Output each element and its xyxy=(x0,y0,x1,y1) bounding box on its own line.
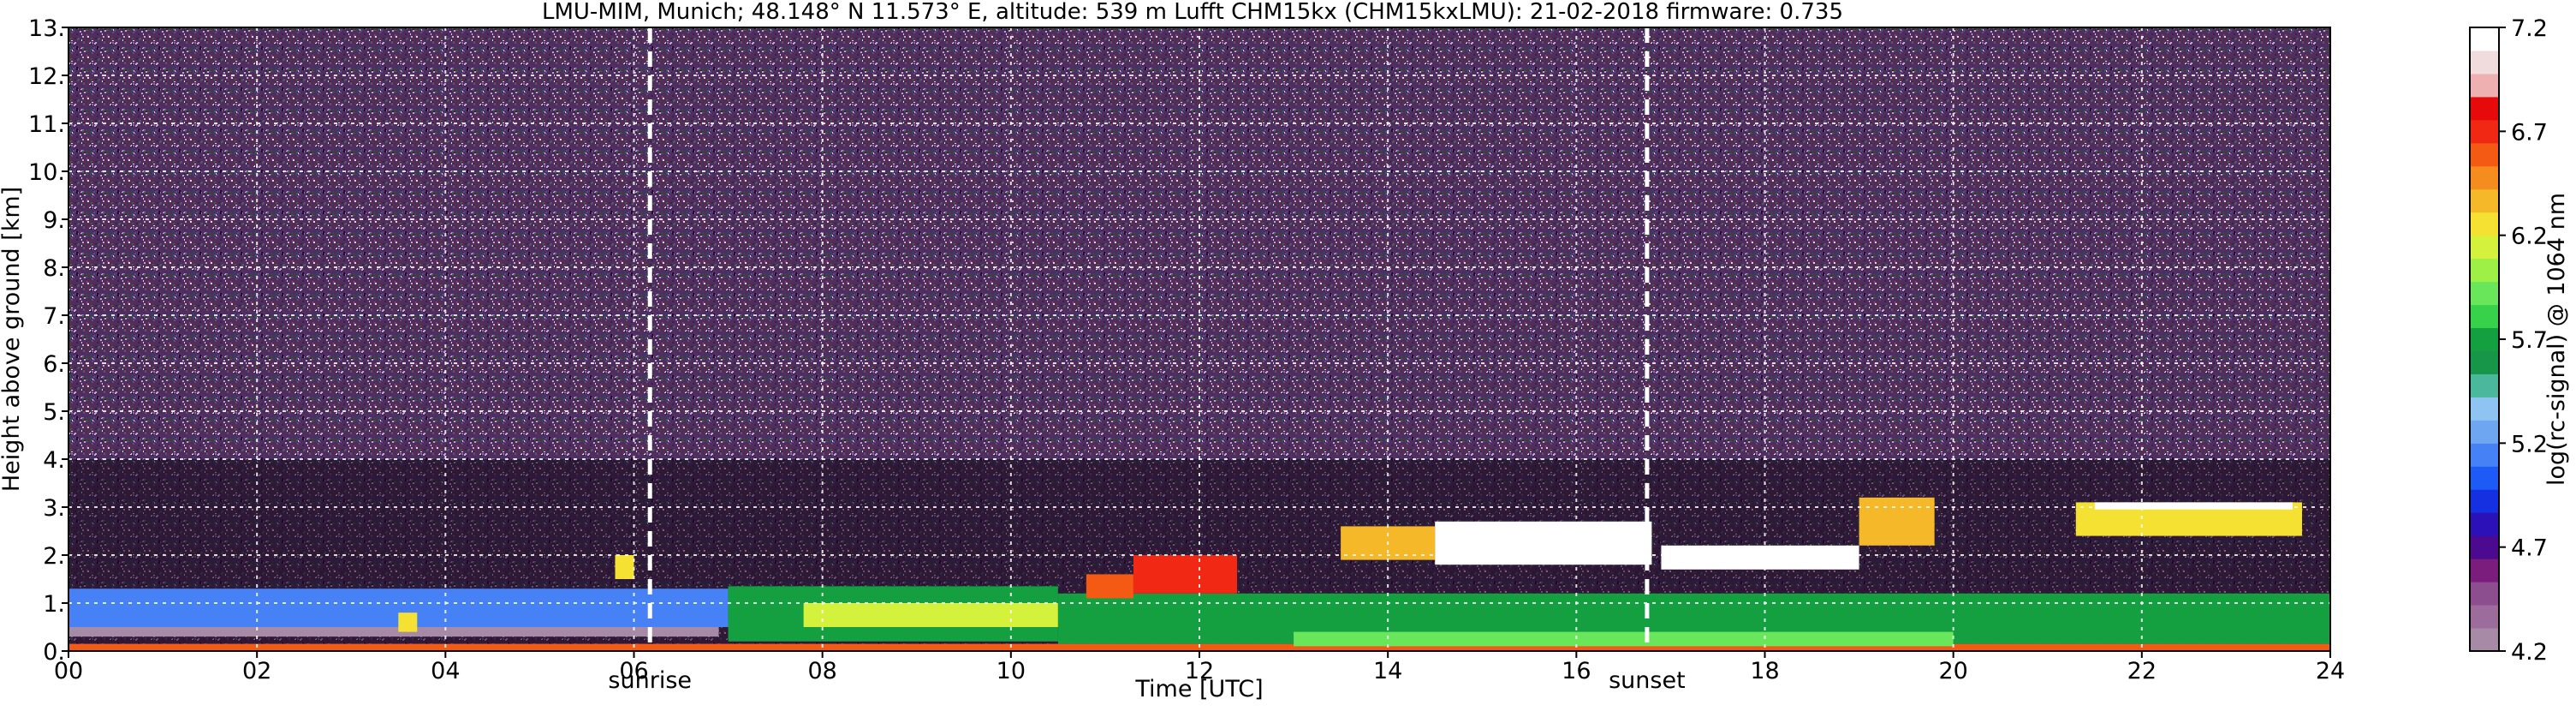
y-tick-label: 4. xyxy=(43,447,65,474)
colorbar-segment xyxy=(2470,212,2499,236)
colorbar-segment xyxy=(2470,535,2499,559)
event-label: sunrise xyxy=(608,667,692,694)
layer-cloud xyxy=(1133,555,1238,594)
y-tick-label: 1. xyxy=(43,591,65,618)
colorbar-segment xyxy=(2470,443,2499,467)
colorbar-tick-label: 6.7 xyxy=(2511,119,2548,146)
colorbar-tick-label: 5.7 xyxy=(2511,327,2548,354)
x-tick-label: 24 xyxy=(2316,658,2345,684)
colorbar-segment xyxy=(2470,50,2499,75)
colorbar-tick-label: 5.2 xyxy=(2511,431,2548,457)
colorbar: 4.2 4.7 5.2 5.7 6.2 6.7 7.2 log(rc-signal) @ 10… xyxy=(2469,15,2570,666)
y-tick-label: 3. xyxy=(43,495,65,522)
layer-cloud xyxy=(1859,497,1935,546)
colorbar-tick-label: 7.2 xyxy=(2511,15,2548,42)
layer-cloud xyxy=(1435,521,1652,565)
colorbar-segment xyxy=(2470,73,2499,98)
colorbar-segment xyxy=(2470,119,2499,144)
layer-surface-layer xyxy=(1294,631,1954,647)
y-tick-label: 12. xyxy=(28,63,65,90)
colorbar-segment xyxy=(2470,512,2499,536)
x-tick-label: 02 xyxy=(242,658,271,684)
x-tick-label: 08 xyxy=(807,658,836,684)
colorbar-segment xyxy=(2470,304,2499,329)
y-tick-label: 6. xyxy=(43,351,65,378)
layer-cloud xyxy=(398,612,418,632)
colorbar-segment xyxy=(2470,258,2499,283)
layer-cloud xyxy=(2094,502,2293,510)
y-tick-label: 2. xyxy=(43,543,65,570)
x-tick-label: 20 xyxy=(1938,658,1967,684)
colorbar-segment xyxy=(2470,605,2499,629)
x-tick-label: 06 xyxy=(619,658,648,684)
colorbar-segment xyxy=(2470,559,2499,583)
event-label: sunset xyxy=(1609,667,1686,694)
y-tick-label: 10. xyxy=(28,159,65,186)
y-tick-label: 7. xyxy=(43,303,65,330)
x-tick-label: 16 xyxy=(1562,658,1591,684)
y-tick-label: 9. xyxy=(43,207,65,234)
colorbar-tick-label: 4.2 xyxy=(2511,639,2548,666)
layer-boundary-layer xyxy=(803,603,1058,627)
colorbar-segment xyxy=(2470,96,2499,121)
layer-cloud xyxy=(1086,574,1133,599)
colorbar-segment xyxy=(2470,489,2499,513)
x-tick-label: 10 xyxy=(996,658,1026,684)
colorbar-segment xyxy=(2470,188,2499,213)
colorbar-segment xyxy=(2470,165,2499,190)
x-tick-label: 00 xyxy=(54,658,83,684)
grid-lines xyxy=(68,27,2331,652)
colorbar-tick-label: 4.7 xyxy=(2511,535,2548,562)
colorbar-segment xyxy=(2470,420,2499,444)
colorbar-segment xyxy=(2470,350,2499,374)
x-tick-label: 22 xyxy=(2127,658,2157,684)
colorbar-segment xyxy=(2470,582,2499,606)
colorbar-segment xyxy=(2470,281,2499,306)
x-tick-label: 14 xyxy=(1373,658,1402,684)
x-tick-label: 18 xyxy=(1750,658,1779,684)
colorbar-segment xyxy=(2470,466,2499,490)
colorbar-tick-label: 6.2 xyxy=(2511,224,2548,250)
colorbar-segment xyxy=(2470,235,2499,260)
chart-title: LMU-MIM, Munich; 48.148° N 11.573° E, al… xyxy=(542,0,1843,25)
y-axis-label: Height above ground [km] xyxy=(0,187,25,492)
layer-cloud xyxy=(615,555,634,579)
y-tick-label: 8. xyxy=(43,255,65,282)
x-tick-label: 04 xyxy=(431,658,460,684)
colorbar-label: log(rc-signal) @ 1064 nm xyxy=(2543,193,2570,486)
colorbar-segment xyxy=(2470,142,2499,167)
layer-cloud xyxy=(1661,545,1859,570)
colorbar-segment xyxy=(2470,27,2499,51)
colorbar-segment xyxy=(2470,327,2499,351)
x-tick-label: 12 xyxy=(1185,658,1214,684)
y-tick-label: 11. xyxy=(28,111,65,138)
event-markers: sunrise sunset xyxy=(608,27,1686,694)
colorbar-segment xyxy=(2470,373,2499,397)
axes: 00 02 04 06 08 10 12 14 16 18 20 22 24 0. 1. 2. 3. 4. 5. 6.… xyxy=(28,15,2345,684)
y-tick-label: 5. xyxy=(43,399,65,426)
y-tick-label: 0. xyxy=(43,639,65,666)
x-axis-label: Time [UTC] xyxy=(1134,676,1263,702)
y-tick-label: 13. xyxy=(28,15,65,42)
colorbar-segment xyxy=(2470,397,2499,421)
layer-noise-band xyxy=(68,627,719,637)
colorbar-segment xyxy=(2470,628,2499,652)
